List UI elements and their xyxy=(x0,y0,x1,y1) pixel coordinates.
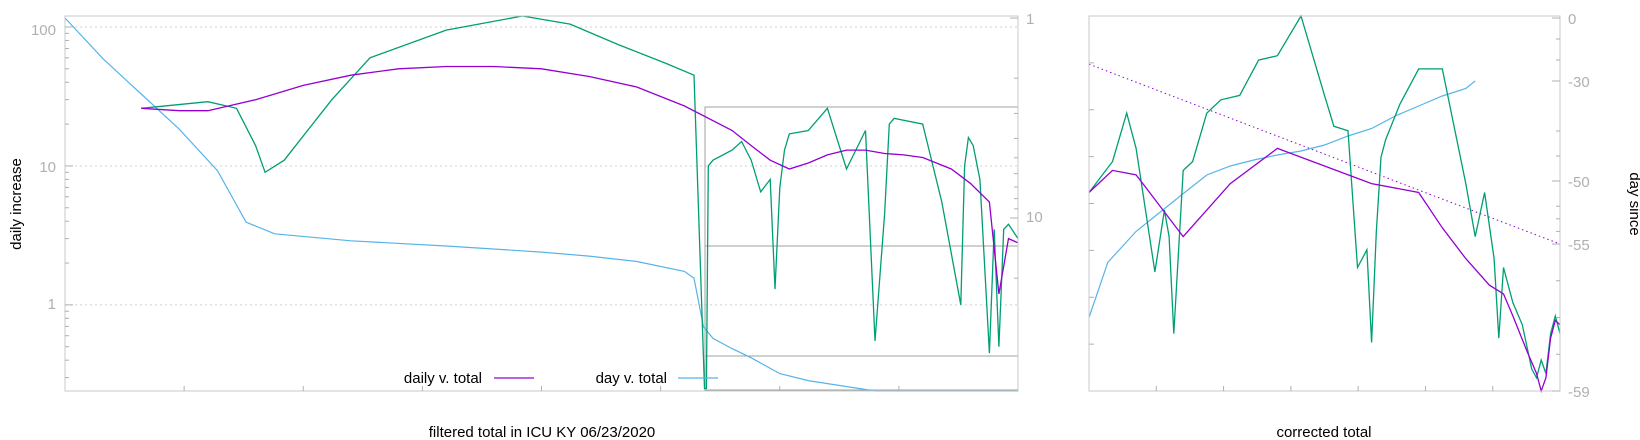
left-inset-boxes xyxy=(704,106,1018,391)
right-y2-tick-label: -55 xyxy=(1568,237,1590,254)
left-ticks xyxy=(65,17,1018,391)
legend: daily v. total day v. total xyxy=(404,370,718,387)
right-series xyxy=(1088,14,1561,394)
series-day-since xyxy=(1088,80,1476,318)
right-y2-tick-label: -30 xyxy=(1568,74,1590,91)
right-y2-tick-label: -50 xyxy=(1568,174,1590,191)
right-y2-tick-label: 0 xyxy=(1568,11,1576,28)
right-ticks xyxy=(1089,17,1560,392)
legend-label-daily: daily v. total xyxy=(404,370,482,387)
left-y-tick-label: 100 xyxy=(31,22,56,39)
series-day-trend-dotted xyxy=(1088,63,1561,245)
series-corrected-raw xyxy=(1088,14,1561,380)
left-grid xyxy=(65,26,1018,306)
left-x-axis-label: filtered total in ICU KY 06/23/2020 xyxy=(429,424,656,440)
left-series xyxy=(64,15,1019,392)
series-daily-v-total xyxy=(141,65,1019,295)
left-panel: 100 10 1 1 10 daily increase filtered to… xyxy=(8,11,1043,440)
legend-label-day: day v. total xyxy=(596,370,667,387)
series-corrected-daily xyxy=(1088,147,1561,394)
left-y-axis-label: daily increase xyxy=(8,158,25,250)
right-y2-tick-label: -59 xyxy=(1568,384,1590,401)
left-y-tick-label: 1 xyxy=(48,296,56,313)
right-panel: 0 -30 -50 -55 -59 day since corrected to… xyxy=(1088,11,1640,440)
right-x-axis-label: corrected total xyxy=(1276,424,1371,440)
inset-outline xyxy=(704,106,1018,391)
left-y2-tick-label: 1 xyxy=(1026,11,1034,28)
right-plot-frame xyxy=(1088,15,1561,392)
right-y-axis-label: day since xyxy=(1626,172,1640,235)
series-raw-daily xyxy=(141,15,1019,390)
left-y2-tick-label: 10 xyxy=(1026,209,1043,226)
left-y-tick-label: 10 xyxy=(39,159,56,176)
